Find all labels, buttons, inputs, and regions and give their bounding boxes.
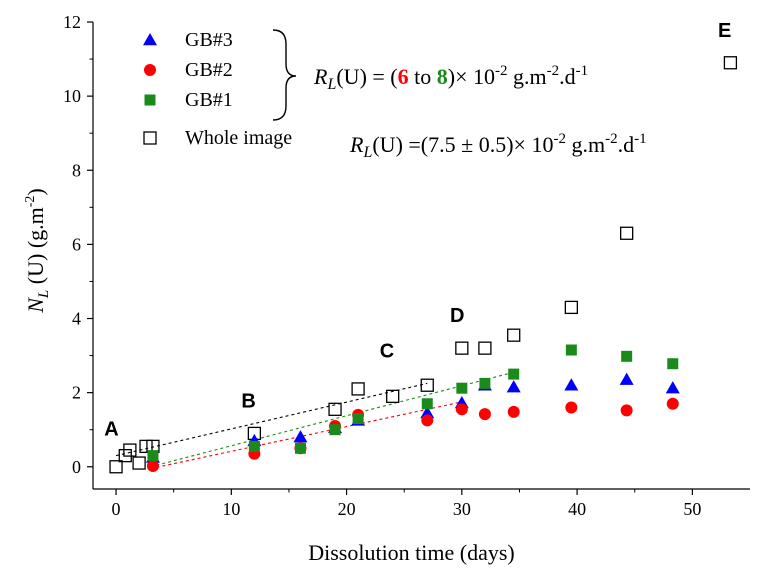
y-tick-label: 10	[63, 86, 81, 106]
data-point	[421, 414, 434, 427]
trendline	[115, 382, 428, 457]
data-point	[132, 456, 146, 470]
data-point	[565, 401, 578, 414]
data-point	[420, 406, 435, 419]
x-axis-label: Dissolution time (days)	[308, 540, 515, 565]
x-tick-label: 40	[568, 499, 586, 519]
data-point	[508, 368, 520, 380]
legend-label: GB#3	[185, 29, 233, 51]
y-tick-label: 8	[72, 160, 81, 180]
annotation-label: D	[450, 305, 464, 327]
data-point	[665, 381, 680, 394]
annotations-group: A B C D E	[104, 20, 731, 440]
data-point	[723, 56, 738, 70]
legend-marker	[143, 33, 157, 46]
y-tick-label: 6	[72, 234, 81, 254]
formula-group-rate: RL(U) = (6 to 8)× 10-2 g.m-2.d-1	[313, 63, 588, 93]
legend-marker	[144, 64, 156, 76]
legend-marker	[144, 94, 156, 106]
data-point	[667, 358, 679, 370]
data-point	[123, 443, 137, 457]
annotation-label: E	[718, 20, 731, 42]
data-point	[619, 372, 634, 385]
legend-marker	[143, 131, 157, 145]
x-tick-label: 50	[683, 499, 701, 519]
annotation-label: B	[241, 390, 255, 412]
data-point	[620, 226, 634, 240]
data-point	[455, 341, 469, 355]
data-point	[565, 344, 577, 356]
data-point	[147, 450, 159, 462]
trendlines-group	[115, 371, 514, 470]
data-point	[666, 397, 679, 410]
legend-label: GB#2	[185, 59, 233, 81]
data-point	[293, 430, 308, 443]
data-point	[352, 413, 364, 425]
data-point	[564, 378, 579, 391]
data-point	[478, 408, 491, 421]
data-point	[139, 439, 153, 454]
legend-label: GB#1	[185, 89, 233, 111]
data-point	[506, 380, 521, 393]
x-tick-label: 30	[453, 499, 471, 519]
legend: GB#3 GB#2 GB#1 Whole image	[143, 29, 297, 149]
y-tick-label: 4	[72, 309, 81, 329]
data-point	[564, 300, 578, 315]
legend-label: Whole image	[185, 127, 292, 149]
x-tick-label: 10	[222, 499, 240, 519]
y-axis-label: NL (U) (g.m-2)	[23, 188, 52, 314]
data-point	[294, 442, 306, 454]
data-point	[621, 350, 633, 362]
data-point	[420, 378, 434, 392]
axes-group: 0 10 20 30 40 50 0 2 4 6 8 10 12 Dissolution time (da…	[23, 12, 750, 565]
data-point	[478, 341, 492, 355]
data-point	[507, 328, 521, 342]
formulas-group: RL(U) = (6 to 8)× 10-2 g.m-2.d-1 RL(U) =(…	[313, 63, 647, 161]
y-tick-label: 0	[72, 457, 81, 477]
data-point	[620, 404, 633, 417]
formula-whole-rate: RL(U) =(7.5 ± 0.5)× 10-2 g.m-2.d-1	[349, 131, 647, 161]
legend-brace	[272, 29, 297, 121]
y-tick-label: 2	[72, 383, 81, 403]
data-point	[479, 377, 491, 389]
data-point	[421, 398, 433, 410]
data-point	[248, 440, 260, 452]
data-point	[351, 382, 365, 396]
data-point	[328, 402, 342, 416]
x-tick-label: 20	[338, 499, 356, 519]
data-point	[455, 403, 468, 416]
data-point	[386, 389, 400, 403]
data-point	[146, 460, 159, 473]
data-point	[109, 460, 123, 474]
trendline	[150, 401, 462, 470]
trendline	[150, 371, 514, 468]
y-tick-label: 12	[63, 12, 81, 32]
data-point	[329, 424, 341, 436]
annotation-label: A	[104, 418, 118, 440]
data-point	[507, 405, 520, 418]
data-points-group	[109, 56, 738, 474]
annotation-label: C	[380, 340, 394, 362]
x-tick-label: 0	[112, 499, 121, 519]
data-point	[456, 382, 468, 394]
